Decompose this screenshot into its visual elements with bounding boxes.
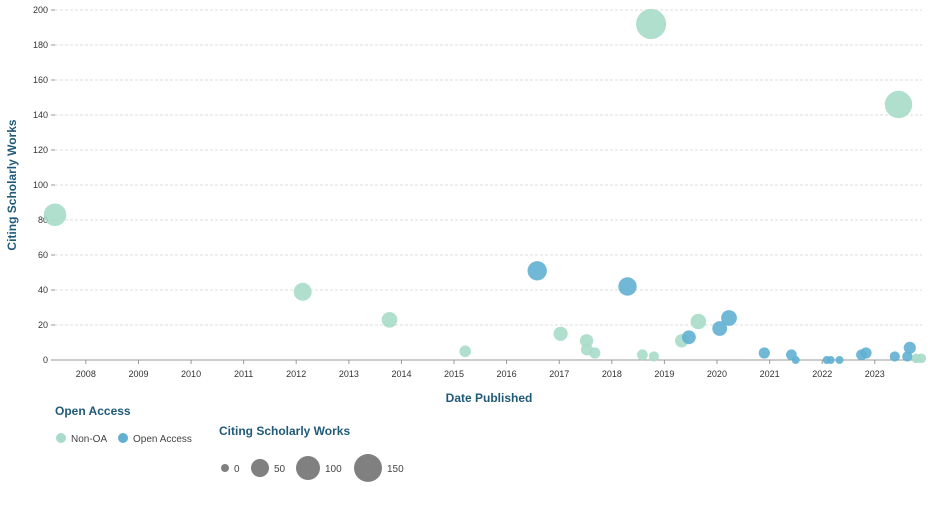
- x-tick-label: 2009: [129, 369, 149, 379]
- legend-swatch-non-oa: [56, 433, 66, 443]
- x-axis-title: Date Published: [446, 391, 533, 405]
- y-tick-label: 60: [38, 250, 48, 260]
- legend-swatch-open-access: [118, 433, 128, 443]
- x-tick-label: 2020: [707, 369, 727, 379]
- bubble-non-oa[interactable]: [381, 312, 398, 328]
- bubble-non-oa[interactable]: [579, 334, 594, 348]
- bubble-open-access[interactable]: [791, 356, 800, 364]
- bubble-open-access[interactable]: [618, 277, 637, 296]
- x-tick-label: 2023: [865, 369, 885, 379]
- y-tick-label: 180: [33, 40, 48, 50]
- y-tick-label: 200: [33, 5, 48, 15]
- y-tick-label: 160: [33, 75, 48, 85]
- x-tick-label: 2014: [391, 369, 411, 379]
- bubble-open-access[interactable]: [527, 261, 547, 281]
- bubble-open-access[interactable]: [903, 341, 916, 354]
- y-axis: 0 20 40 60 80 100 120 140 160 180 200: [33, 5, 55, 365]
- x-axis: 2008 2009 2010 2011 2012 2013 2014 2015 2016 2017…: [76, 360, 885, 379]
- x-tick-label: 2008: [76, 369, 96, 379]
- bubble-open-access[interactable]: [826, 356, 835, 364]
- size-swatch-0: [221, 464, 229, 472]
- y-tick-label: 20: [38, 320, 48, 330]
- bubble-open-access[interactable]: [860, 347, 872, 359]
- bubble-non-oa[interactable]: [637, 349, 648, 361]
- y-tick-label: 140: [33, 110, 48, 120]
- size-legend: Citing Scholarly Works 0 50 100 150: [219, 424, 404, 482]
- x-tick-label: 2015: [444, 369, 464, 379]
- bubble-non-oa[interactable]: [589, 347, 601, 359]
- legend-label-open-access: Open Access: [133, 434, 192, 445]
- grid: [55, 9, 922, 326]
- size-label-50: 50: [274, 464, 286, 475]
- bubble-non-oa[interactable]: [916, 353, 927, 364]
- bubble-open-access[interactable]: [758, 347, 770, 359]
- x-tick-label: 2022: [812, 369, 832, 379]
- legend-label-non-oa: Non-OA: [71, 434, 107, 445]
- y-tick-label: 120: [33, 145, 48, 155]
- bubble-open-access[interactable]: [889, 351, 900, 362]
- x-tick-label: 2018: [602, 369, 622, 379]
- bubble-open-access[interactable]: [682, 330, 696, 345]
- bubble-non-oa[interactable]: [293, 282, 312, 301]
- bubble-open-access[interactable]: [721, 310, 737, 326]
- x-tick-label: 2010: [181, 369, 201, 379]
- size-label-150: 150: [387, 464, 404, 475]
- color-legend: Open Access Non-OA Open Access: [55, 404, 192, 445]
- y-axis-title: Citing Scholarly Works: [5, 119, 19, 250]
- bubble-non-oa[interactable]: [459, 345, 472, 358]
- size-swatch-150: [354, 454, 382, 482]
- bubble-open-access[interactable]: [902, 351, 913, 362]
- x-tick-label: 2013: [339, 369, 359, 379]
- x-tick-label: 2017: [549, 369, 569, 379]
- bubble-open-access[interactable]: [712, 321, 728, 336]
- y-tick-label: 100: [33, 180, 48, 190]
- x-tick-label: 2016: [497, 369, 517, 379]
- bubble-non-oa[interactable]: [553, 326, 568, 341]
- size-swatch-100: [296, 456, 320, 480]
- size-label-0: 0: [234, 464, 240, 475]
- x-tick-label: 2019: [654, 369, 674, 379]
- size-legend-title: Citing Scholarly Works: [219, 424, 350, 438]
- y-tick-label: 0: [43, 355, 48, 365]
- size-swatch-50: [251, 459, 269, 477]
- size-label-100: 100: [325, 464, 342, 475]
- bubble-non-oa[interactable]: [690, 313, 707, 330]
- x-tick-label: 2021: [760, 369, 780, 379]
- plot-area: [43, 8, 927, 364]
- bubble-open-access[interactable]: [835, 356, 844, 364]
- y-tick-label: 80: [38, 215, 48, 225]
- bubble-non-oa[interactable]: [648, 351, 660, 362]
- y-tick-label: 40: [38, 285, 48, 295]
- bubble-non-oa[interactable]: [884, 90, 913, 119]
- x-tick-label: 2011: [234, 369, 253, 379]
- bubble-non-oa[interactable]: [43, 203, 67, 227]
- x-tick-label: 2012: [286, 369, 306, 379]
- bubble-non-oa[interactable]: [636, 8, 667, 40]
- color-legend-title: Open Access: [55, 404, 131, 418]
